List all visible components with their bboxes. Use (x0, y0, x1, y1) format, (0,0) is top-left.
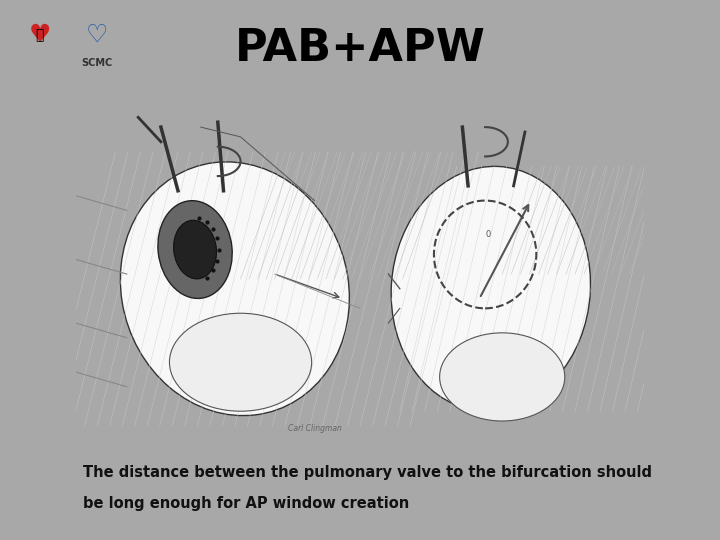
Text: PAB+APW: PAB+APW (235, 27, 485, 70)
Text: Carl Clingman: Carl Clingman (287, 424, 341, 433)
Ellipse shape (158, 201, 233, 299)
Ellipse shape (120, 162, 349, 416)
Text: be long enough for AP window creation: be long enough for AP window creation (83, 496, 409, 511)
Text: 🌍: 🌍 (35, 28, 44, 42)
Text: ♡: ♡ (86, 23, 109, 47)
Ellipse shape (391, 166, 590, 411)
Ellipse shape (440, 333, 564, 421)
Ellipse shape (174, 220, 217, 279)
Text: The distance between the pulmonary valve to the bifurcation should: The distance between the pulmonary valve… (83, 465, 652, 480)
Text: 0: 0 (485, 231, 490, 239)
Ellipse shape (169, 313, 312, 411)
Text: SCMC: SCMC (81, 58, 113, 68)
Text: ♡: ♡ (670, 28, 690, 48)
Text: ♥: ♥ (28, 23, 51, 47)
